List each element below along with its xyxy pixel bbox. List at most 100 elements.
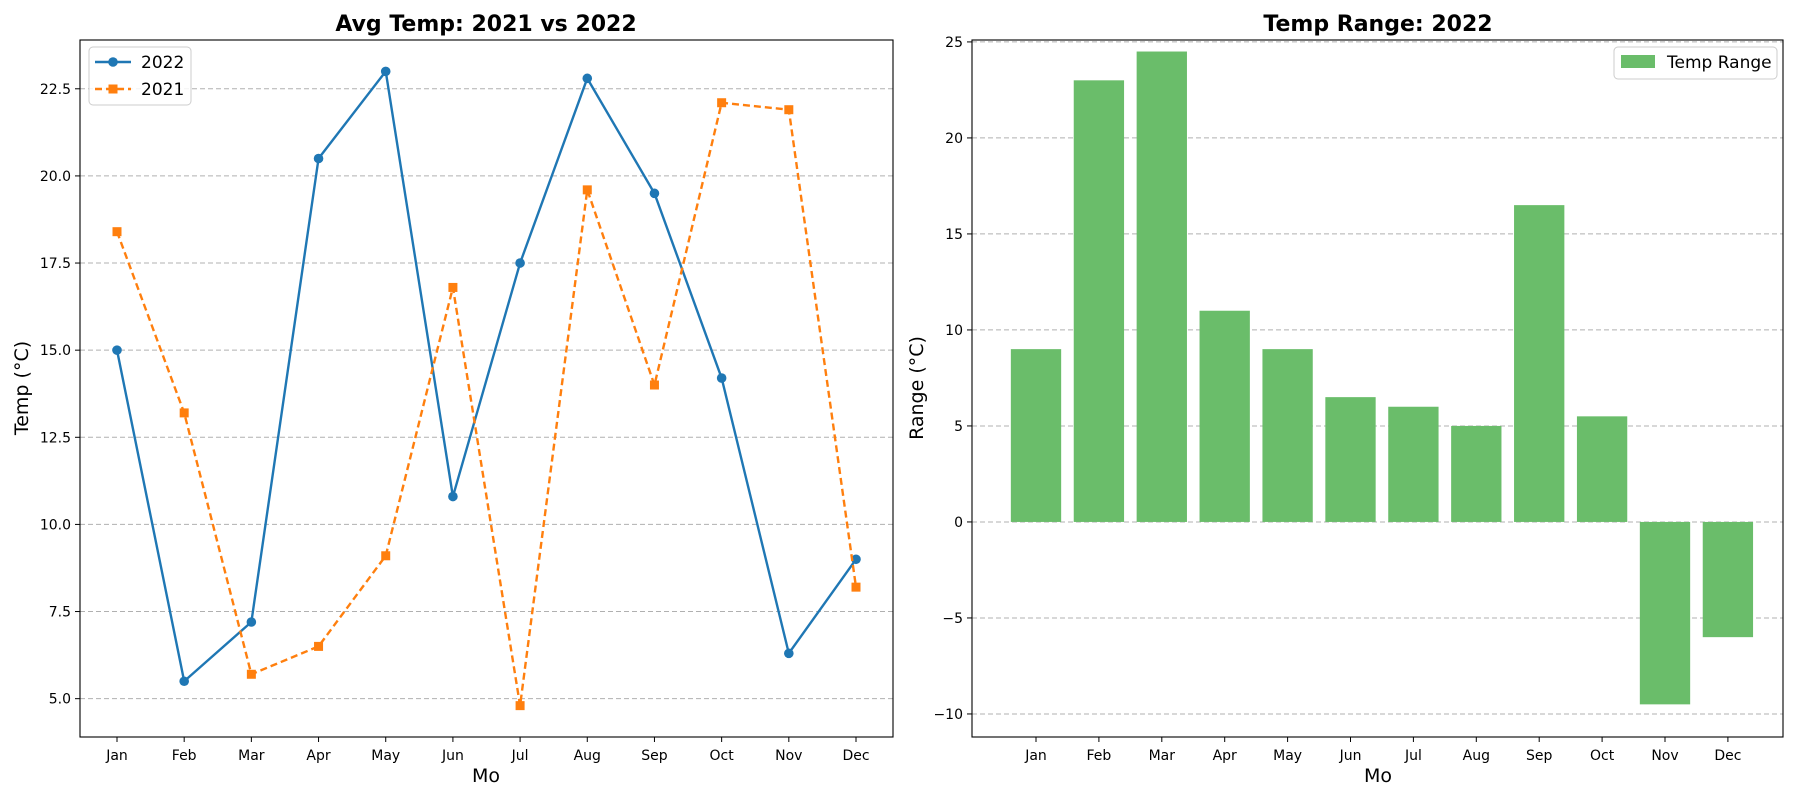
y-tick-label: 10.0 [40,517,71,533]
data-point-2021 [381,551,391,561]
data-point-2021 [448,282,458,292]
x-tick-label: Jun [1339,748,1362,764]
x-tick-label: Dec [842,748,869,764]
x-tick-label: Oct [1590,748,1615,764]
x-tick-label: Nov [775,748,802,764]
y-tick-label: −5 [942,611,963,627]
line-chart-avg-temp: 5.0 7.5 10.0 12.5 15.0 17.5 20.0 22.5 Jan Feb Mar… [11,12,894,787]
y-axis-ticks: −10 −5 0 5 10 15 20 25 [933,35,972,723]
x-tick-label: Aug [1463,748,1490,764]
x-tick-label: Jan [1024,748,1047,764]
line-series-group [112,66,861,711]
y-tick-label: 10 [945,323,963,339]
x-axis-ticks: Jan Feb Mar Apr May Jun Jul Aug Sep Oct Nov Dec [105,737,870,764]
x-tick-label: Apr [306,748,330,764]
bar-mar [1136,51,1187,522]
data-point-2022 [246,617,257,627]
x-tick-label: Mar [238,748,265,764]
data-point-2022 [313,153,324,164]
plot-area-frame [79,39,894,738]
chart-title: Temp Range: 2022 [1263,12,1492,37]
y-tick-label: 12.5 [40,430,71,446]
bar-jul [1388,406,1439,522]
x-tick-label: Sep [641,748,668,764]
x-axis-ticks: Jan Feb Mar Apr May Jun Jul Aug Sep Oct Nov Dec [1024,737,1741,764]
data-point-2021 [314,641,324,651]
y-tick-label: 7.5 [49,605,71,621]
legend-swatch-temp-range [1621,55,1655,68]
data-point-2021 [649,380,659,390]
data-point-2022 [515,258,525,268]
x-tick-label: Jun [441,748,464,764]
bar-jun [1325,397,1376,522]
bar-may [1262,349,1313,522]
x-tick-label: Dec [1714,748,1741,764]
data-point-2022 [716,373,727,383]
data-point-2022 [784,648,794,659]
y-tick-label: 5.0 [49,692,71,708]
y-tick-label: 22.5 [40,82,71,98]
x-tick-label: Jul [511,748,529,764]
data-point-2021 [179,408,189,418]
legend-label-2021: 2021 [141,80,184,100]
x-tick-label: Jul [1404,748,1422,764]
x-tick-label: Sep [1526,748,1553,764]
y-tick-label: 20 [945,131,963,147]
x-tick-label: Feb [1087,748,1112,764]
data-point-2021 [246,669,256,679]
x-axis-label: Mo [472,765,500,787]
y-tick-label: 20.0 [40,169,71,185]
y-axis-ticks: 5.0 7.5 10.0 12.5 15.0 17.5 20.0 22.5 [40,82,80,708]
y-tick-label: 5 [954,419,963,435]
legend-label-2022: 2022 [141,53,184,73]
x-tick-label: Mar [1149,748,1176,764]
bar-sep [1514,205,1565,522]
data-point-2021 [851,582,861,592]
bar-aug [1451,425,1502,522]
x-tick-label: Apr [1213,748,1237,764]
data-point-2021 [784,105,794,115]
data-point-2022 [649,188,660,199]
data-point-2021 [582,185,592,195]
y-tick-label: 17.5 [40,256,71,272]
legend-label-temp-range: Temp Range [1666,53,1772,73]
y-tick-label: 25 [945,35,963,51]
bar-series-group [1010,51,1754,705]
legend-marker-2021 [108,84,118,94]
bar-oct [1576,416,1628,522]
y-tick-label: 15 [945,227,963,243]
y-axis-label: Temp (°C) [11,341,33,436]
x-tick-label: May [371,748,400,764]
x-tick-label: Oct [710,748,735,764]
x-tick-label: Nov [1651,748,1678,764]
legend: 2022 2021 [88,46,192,106]
legend: Temp Range [1613,46,1778,80]
x-tick-label: Jan [105,748,128,764]
data-point-2021 [112,227,122,237]
data-point-2021 [515,701,525,711]
data-point-2022 [112,345,122,355]
data-point-2022 [179,676,189,687]
bar-feb [1073,80,1125,522]
series-line-2021 [115,101,858,707]
bar-dec [1702,521,1754,638]
chart-title: Avg Temp: 2021 vs 2022 [335,12,636,37]
x-axis-label: Mo [1364,765,1392,787]
y-axis-label: Range (°C) [906,336,928,440]
data-point-2022 [851,554,861,565]
y-tick-label: −10 [933,707,963,723]
y-tick-label: 0 [954,515,963,531]
data-point-2022 [380,66,391,77]
bar-nov [1639,521,1691,705]
legend-marker-2022 [108,57,118,67]
x-tick-label: Aug [574,748,601,764]
x-tick-label: May [1273,748,1302,764]
bar-apr [1199,310,1250,522]
plot-area-frame [971,39,1784,738]
bar-chart-temp-range: −10 −5 0 5 10 15 20 25 Jan Feb Mar Apr May Jun Jul Aug… [906,12,1784,787]
bar-jan [1010,349,1062,522]
y-tick-label: 15.0 [40,343,71,359]
data-point-2021 [717,98,727,108]
